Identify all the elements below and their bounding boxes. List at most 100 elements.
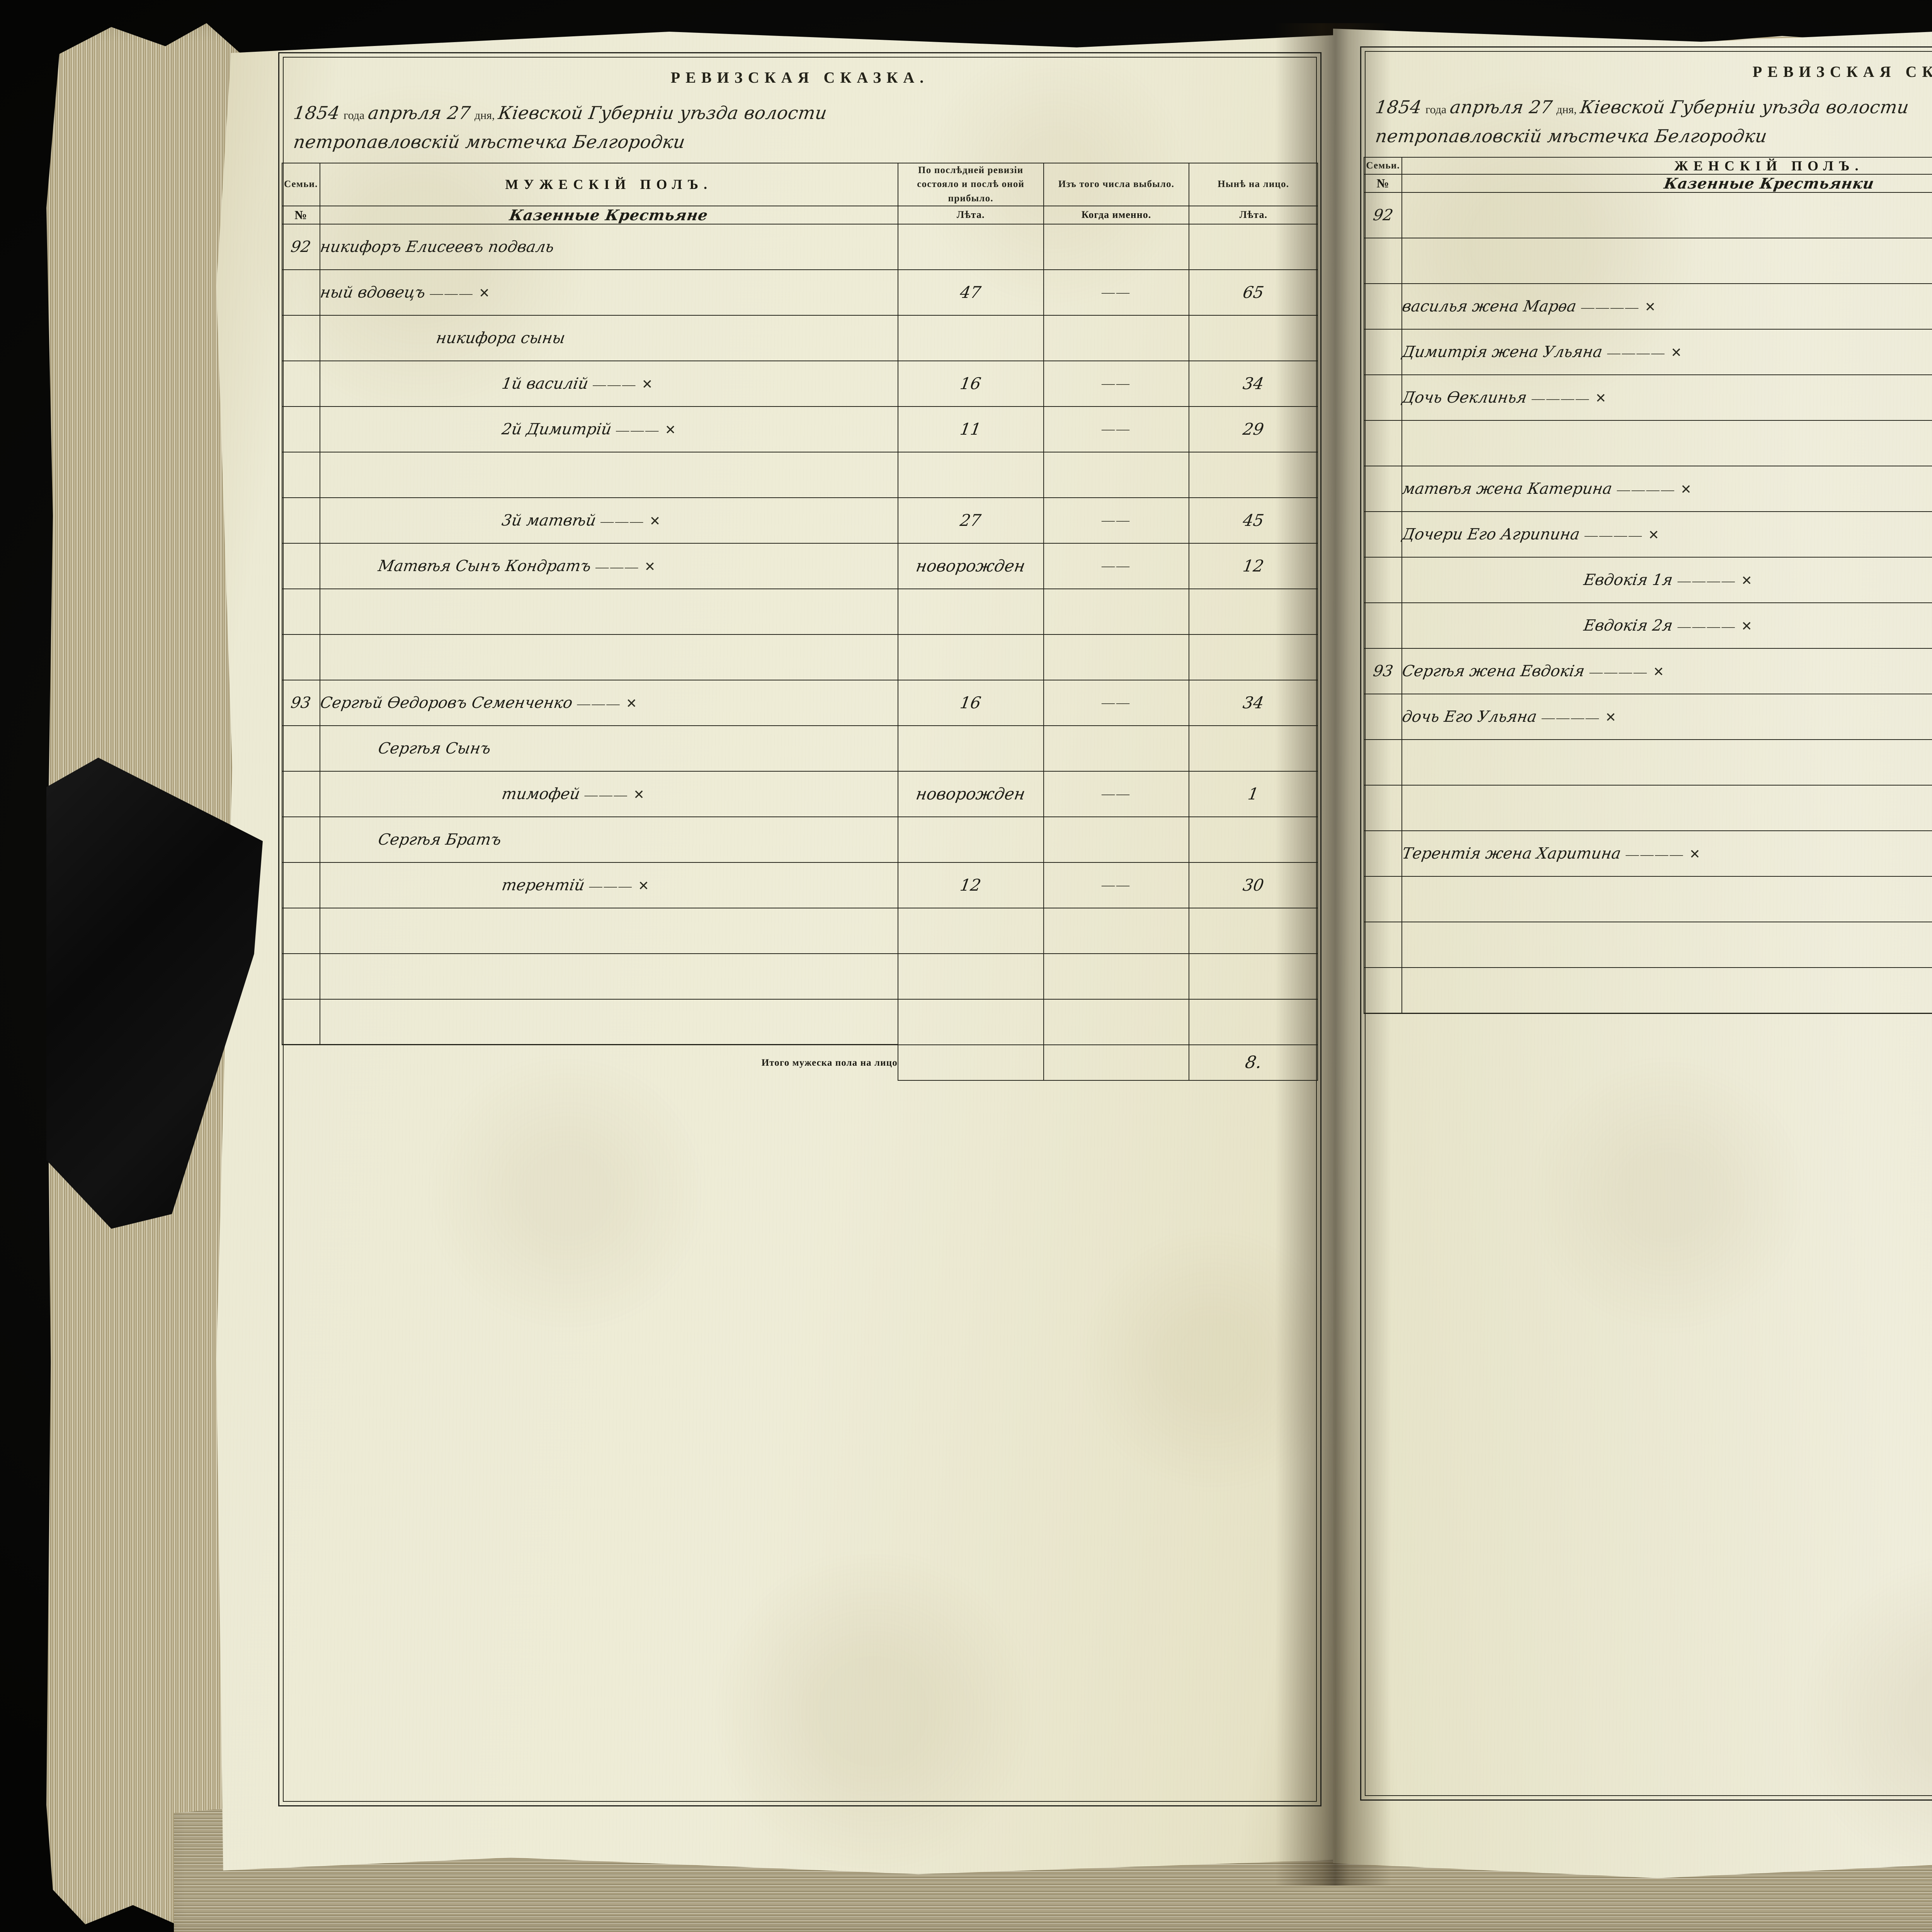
row-years-prev [897, 907, 1044, 954]
row-family-number [1363, 511, 1403, 558]
row-family-number [1363, 739, 1403, 786]
ruling-dash: —— [1102, 878, 1131, 892]
cell-value: 16 [959, 693, 983, 713]
person-name-text: 1й василій [500, 374, 590, 393]
row-family-number [1363, 694, 1403, 740]
row-family-number [1363, 785, 1403, 831]
row-when-exactly: —— [1043, 679, 1190, 726]
left-preamble-dnya: дня, [474, 109, 495, 122]
row-family-number [282, 634, 320, 680]
table-row: 92 никифоръ Елисеевъ подваль [282, 223, 1318, 270]
row-when-exactly: —— [1043, 269, 1190, 316]
cell-value: 34 [1242, 374, 1265, 393]
row-years-prev [897, 725, 1044, 772]
row-when-exactly [1043, 907, 1190, 954]
right-preamble-month-day: апрѣля 27 [1449, 97, 1554, 117]
row-years-now: 1 [1189, 770, 1318, 817]
right-register-table: Семьи. ЖЕНСКІЙ ПОЛЪ. Во временной отлучк… [1363, 157, 1932, 1049]
row-person-name: Сергѣя Братъ [319, 816, 898, 863]
row-family-number [282, 998, 320, 1045]
row-person-name [1401, 876, 1932, 922]
row-years-now: 34 [1189, 679, 1318, 726]
row-family-number [1363, 922, 1403, 968]
ruling-dash: ———— ✕ [1585, 665, 1666, 679]
left-total-blank-2 [1043, 1044, 1190, 1081]
left-table-body: 92 никифоръ Елисеевъ подваль ный вдовецъ —… [282, 223, 1318, 1045]
left-header-row-1: Семьи. МУЖЕСКІЙ ПОЛЪ. По послѣдней ревиз… [282, 163, 1318, 206]
table-row [1363, 785, 1932, 831]
person-name-text: никифора сыны [434, 329, 566, 347]
row-person-name: Евдокія 2я ———— ✕ [1401, 602, 1932, 649]
left-total-label: Итого мужеска пола на лицо [282, 1044, 898, 1080]
cell-value: 29 [1242, 420, 1265, 439]
row-years-now [1189, 315, 1318, 361]
table-row: тимофей ——— ✕ новорожден —— 1 [282, 770, 1318, 817]
left-page-preamble: 1854 года апрѣля 27 дня, Кіевской Губерн… [292, 99, 1310, 156]
row-family-number [1363, 329, 1403, 375]
row-when-exactly: —— [1043, 862, 1190, 908]
table-row [1363, 876, 1932, 922]
cell-value: новорожден [915, 784, 1027, 804]
table-row [282, 634, 1318, 680]
row-years-prev: 11 [897, 406, 1044, 452]
left-col-present-now-label: Нынѣ на лицо. [1189, 163, 1318, 206]
left-subcol-years-prev: Лѣта. [897, 205, 1044, 224]
row-when-exactly: —— [1043, 497, 1190, 544]
row-family-number [1363, 466, 1403, 512]
row-family-number [1363, 557, 1403, 603]
row-when-exactly [1043, 998, 1190, 1045]
row-family-number: 93 [1363, 648, 1403, 694]
left-register-table: Семьи. МУЖЕСКІЙ ПОЛЪ. По послѣдней ревиз… [282, 163, 1318, 1081]
ruling-dash: ——— ✕ [584, 879, 651, 893]
right-subcol-estate-text: Казенные Крестьянки [1663, 175, 1876, 192]
row-person-name [1401, 420, 1932, 466]
row-person-name: Димитрія жена Ульяна ———— ✕ [1401, 329, 1932, 375]
row-family-number [282, 543, 320, 589]
table-row: Матвѣя Сынъ Кондратъ ——— ✕ новорожден —— 12 [282, 543, 1318, 589]
row-person-name: Сергѣй Ѳедоровъ Семенченко ——— ✕ [318, 679, 898, 726]
row-years-now: 45 [1189, 497, 1318, 544]
table-row [282, 953, 1318, 1000]
table-row [1363, 739, 1932, 786]
table-row: Димитрія жена Ульяна ———— ✕——26 [1363, 329, 1932, 375]
person-name-text: ный вдовецъ [318, 283, 427, 301]
cell-value: 34 [1242, 693, 1265, 713]
row-person-name: Сергѣя жена Евдокія ———— ✕ [1401, 648, 1932, 694]
left-total-value: 8. [1243, 1053, 1263, 1073]
row-years-now [1189, 816, 1318, 863]
ruling-dash: —— [1102, 695, 1131, 710]
table-row: 92 [1363, 192, 1932, 238]
row-person-name: 3й матвѣй ——— ✕ [319, 497, 898, 544]
cell-value: 16 [959, 374, 983, 393]
person-name-text: Сергѣя жена Евдокія [1401, 662, 1586, 680]
right-col-sex-caption: ЖЕНСКІЙ ПОЛЪ. [1401, 157, 1932, 175]
ruling-dash: ———— ✕ [1673, 619, 1754, 634]
person-name-text: Терентія жена Харитина [1401, 845, 1622, 862]
row-years-prev [897, 223, 1044, 270]
table-row: дочь Его Ульяна ———— ✕——5 [1363, 694, 1932, 740]
table-row: василья жена Марѳа ———— ✕——31 [1363, 283, 1932, 330]
row-when-exactly: —— [1043, 406, 1190, 452]
left-total-value-cell: 8. [1189, 1044, 1318, 1081]
row-years-now: 34 [1189, 360, 1318, 407]
family-number-text: 93 [289, 694, 312, 712]
ruling-dash: —— [1102, 558, 1131, 573]
right-preamble-place-line2: петропавловскій мѣстечка Белгородки [1374, 125, 1769, 146]
ruling-dash: ———— ✕ [1576, 300, 1657, 315]
right-col-family-label: Семьи. [1363, 157, 1403, 175]
cell-value: 45 [1242, 511, 1265, 530]
person-name-text: матвѣя жена Катерина [1401, 480, 1614, 498]
row-person-name: никифоръ Елисеевъ подваль [319, 223, 898, 270]
ruling-dash: ———— ✕ [1612, 483, 1693, 497]
row-family-number [282, 862, 320, 908]
person-name-text: Сергѣй Ѳедоровъ Семенченко [318, 694, 574, 712]
cell-value: 47 [959, 283, 983, 302]
table-row [1363, 420, 1932, 466]
row-years-now [1189, 953, 1318, 1000]
ruling-dash: ———— ✕ [1527, 391, 1608, 406]
ruling-dash: ——— ✕ [588, 377, 655, 392]
row-family-number [282, 406, 320, 452]
ruling-dash: ———— ✕ [1673, 574, 1754, 588]
right-page-title: РЕВИЗСКАЯ СКАЗКА. [1752, 63, 1932, 80]
row-person-name: ный вдовецъ ——— ✕ [318, 269, 898, 316]
